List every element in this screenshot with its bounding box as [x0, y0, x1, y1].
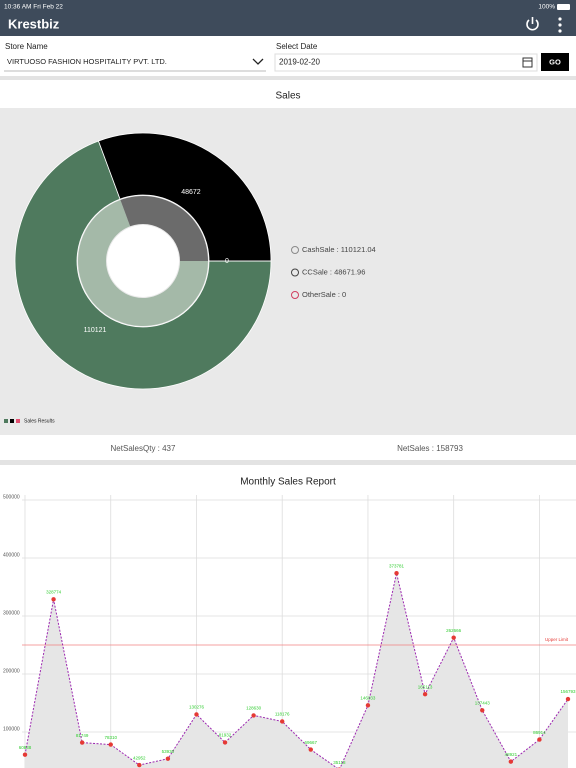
app-bar	[0, 0, 576, 36]
point	[137, 762, 142, 768]
upper-limit-label: Upper Limit	[545, 637, 569, 642]
sales-title: Sales	[275, 91, 300, 102]
point-label: 130276	[189, 705, 205, 710]
donut-inner-slice	[120, 196, 208, 261]
chevron	[252, 58, 264, 65]
series-legend-swatch	[16, 419, 20, 423]
point-label: 137443	[475, 700, 491, 705]
point	[108, 742, 113, 747]
menu-button[interactable]	[558, 17, 562, 33]
point	[480, 708, 485, 713]
series-legend: Sales Results	[24, 418, 55, 424]
point	[451, 635, 456, 640]
store-select[interactable]: VIRTUOSO FASHION HOSPITALITY PVT. LTD.	[4, 57, 266, 72]
power-button[interactable]	[526, 17, 539, 31]
slice-label: 110121	[84, 327, 107, 334]
date-box	[274, 53, 538, 72]
point-label: 146033	[360, 695, 376, 700]
y-tick-label: 100000	[3, 726, 20, 732]
go-bg	[541, 53, 569, 71]
legend-label: OtherSale : 0	[302, 290, 346, 299]
y-tick-label: 400000	[3, 552, 20, 558]
donut-slice	[97, 132, 272, 262]
donut-hole	[107, 225, 179, 297]
point-label: 53930	[162, 749, 175, 754]
date-label: Select Date	[276, 42, 318, 51]
point	[508, 759, 514, 764]
legend-marker	[291, 246, 299, 254]
point	[194, 712, 199, 717]
point-label: 60838	[19, 745, 32, 750]
point	[280, 719, 285, 724]
legend-marker	[291, 268, 299, 277]
net-sales: NetSales : 158793	[397, 444, 463, 453]
point-label: 165113	[418, 684, 433, 689]
point-label: 42952	[133, 755, 146, 760]
legend-label: CCSale : 48671.96	[302, 267, 365, 276]
go-button[interactable]: GO	[541, 53, 569, 71]
point	[79, 740, 85, 745]
date-value: 2019-02-20	[279, 58, 320, 67]
point	[165, 756, 171, 761]
y-tick-label: 300000	[3, 610, 20, 616]
power-icon	[526, 19, 539, 31]
point-label: 128630	[246, 706, 262, 711]
point	[422, 692, 428, 697]
store-value: VIRTUOSO FASHION HOSPITALITY PVT. LTD.	[7, 57, 167, 66]
point	[22, 752, 28, 757]
point-label: 373781	[389, 563, 405, 568]
menu-dot	[558, 29, 562, 33]
slice-label: 48672	[181, 189, 201, 196]
point	[537, 737, 542, 742]
point-label: 118176	[275, 712, 290, 717]
battery-icon	[557, 4, 570, 10]
series-legend-swatch	[4, 419, 8, 423]
date-input[interactable]: 2019-02-20	[274, 53, 538, 72]
line	[24, 573, 569, 768]
point	[565, 696, 571, 702]
menu-dot	[558, 23, 562, 27]
legend-marker	[291, 291, 299, 299]
point-label: 78310	[104, 735, 117, 740]
point-label: 328774	[46, 589, 62, 594]
status-time: 10:36 AM Fri Feb 22	[4, 4, 63, 11]
point	[251, 713, 256, 718]
point-label: 262666	[446, 628, 462, 633]
point-label: 156793	[560, 689, 576, 694]
donut-inner-slice	[78, 200, 208, 327]
point-label: 48921	[505, 752, 518, 757]
area	[25, 573, 568, 768]
store-label: Store Name	[5, 42, 48, 51]
monthly-title: Monthly Sales Report	[240, 477, 336, 488]
point-label: 86914	[533, 730, 546, 735]
point	[308, 747, 313, 752]
donut-chart: 110121 48672 0 CashSale : 110121.04 CCSale :…	[4, 132, 376, 423]
separator	[0, 460, 576, 465]
point	[365, 703, 371, 708]
y-tick-label: 500000	[3, 494, 20, 500]
series-legend-swatch	[10, 419, 14, 423]
menu-dot	[558, 17, 562, 21]
go-label: GO	[549, 57, 561, 66]
status-battery: 100%	[538, 4, 555, 11]
point-label: 35118	[333, 760, 346, 765]
point-label: 69667	[305, 740, 318, 745]
donut-slice	[14, 140, 272, 390]
line-chart: 100000 200000 300000 400000 500000 Upper Limi…	[3, 494, 576, 768]
separator	[0, 76, 576, 80]
app-title: Krestbiz	[8, 16, 60, 31]
point-label: 81932	[219, 733, 232, 738]
point	[222, 740, 228, 745]
point	[51, 597, 56, 602]
net-sales-qty: NetSalesQty : 437	[111, 444, 176, 453]
legend-label: CashSale : 110121.04	[302, 245, 376, 254]
slice-label: 0	[225, 258, 229, 265]
calendar-icon	[522, 57, 533, 68]
point-label: 81749	[76, 733, 89, 738]
y-tick-label: 200000	[3, 668, 20, 674]
point	[394, 571, 399, 576]
